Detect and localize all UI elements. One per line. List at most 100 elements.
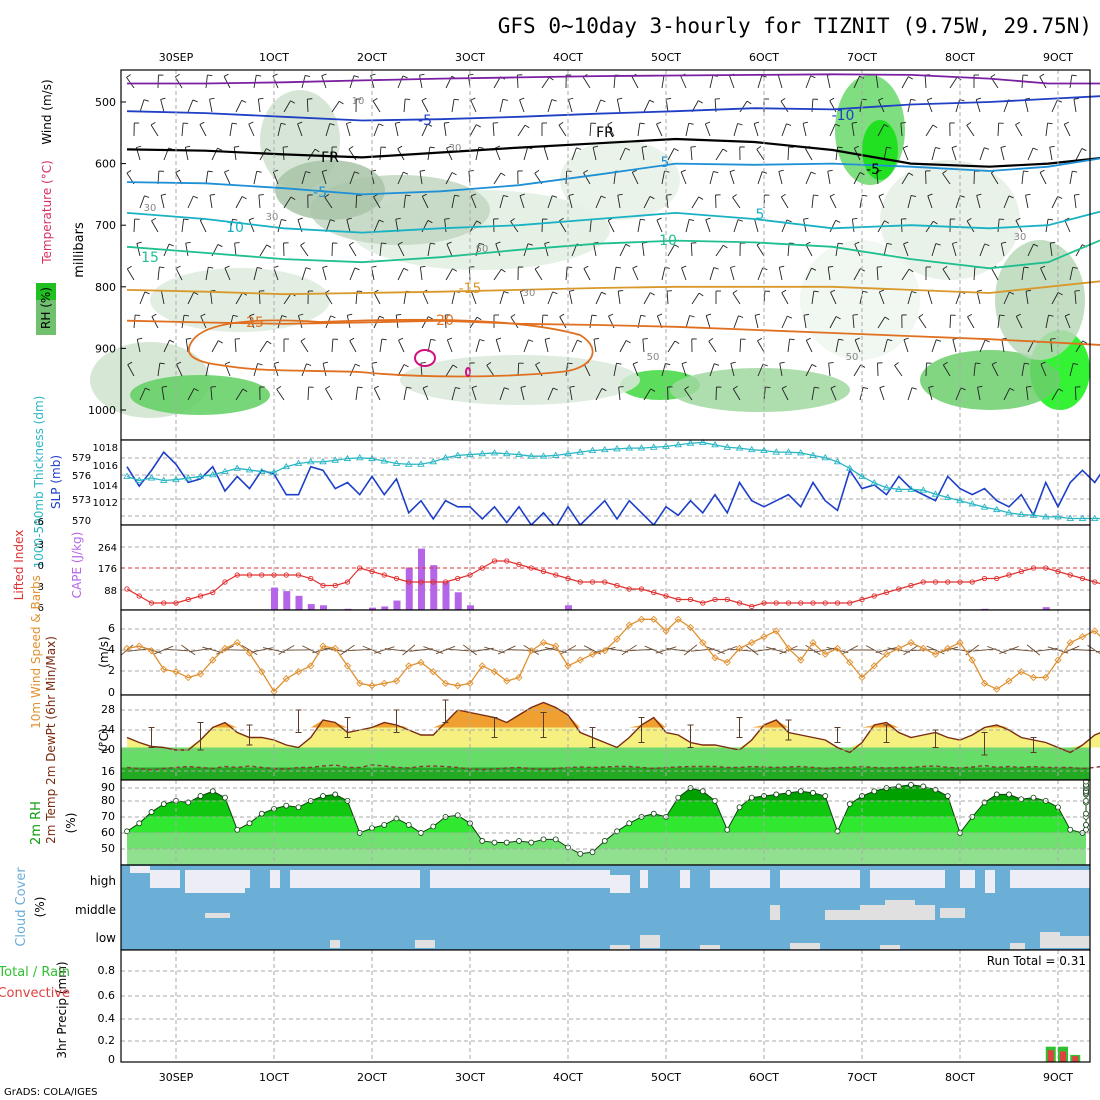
wind-speed-marker	[588, 650, 597, 658]
wind-barb	[127, 364, 135, 377]
rh-marker	[601, 838, 608, 844]
wind-barb	[781, 292, 789, 305]
precip-tick-label: 0.8	[98, 964, 116, 977]
date-tick-label: 2OCT	[357, 51, 387, 64]
wind-barb	[928, 387, 933, 401]
cape-bar	[307, 604, 315, 610]
wind-speed-marker	[919, 644, 927, 653]
wind-barb	[133, 218, 136, 233]
wind-barb-flag	[698, 100, 703, 104]
wind-barb	[637, 219, 641, 233]
low-cloud	[790, 943, 820, 950]
thickness-marker	[613, 445, 621, 452]
thickness-marker	[1078, 514, 1087, 521]
wind-barb-flag	[370, 73, 376, 76]
wind-barb-flag	[674, 340, 680, 345]
wind-barb	[248, 219, 255, 233]
wind-barb	[445, 364, 454, 377]
wind-barb-flag	[625, 340, 631, 344]
li-marker	[945, 579, 951, 585]
wind-barb-flag	[1023, 266, 1029, 269]
cape-bar	[271, 587, 278, 610]
wind-barb-flag	[887, 339, 893, 342]
wind-speed-marker	[1078, 633, 1087, 641]
wind-barb	[966, 220, 975, 233]
rh-marker	[908, 781, 914, 788]
li-marker	[553, 572, 559, 578]
wind-barb-flag	[650, 388, 656, 392]
wind-barb	[499, 291, 505, 305]
thickness-marker	[600, 445, 609, 453]
wind-barb	[507, 649, 531, 651]
wind-barb	[656, 124, 663, 137]
rh-marker	[332, 791, 339, 798]
wind-barb	[1009, 648, 1034, 652]
wind-barb	[419, 171, 423, 185]
isotherm-label: 5	[756, 207, 765, 223]
wind-barb-flag	[689, 315, 695, 318]
wind-barb-flag	[357, 386, 363, 389]
wind-barb	[1045, 123, 1049, 137]
wind-barb-flag	[145, 387, 151, 391]
wind-barb	[661, 267, 666, 281]
li-marker	[1043, 565, 1049, 571]
wind-barb	[607, 124, 615, 137]
rh-marker	[234, 826, 241, 833]
wind-barb-flag	[984, 243, 990, 247]
wind-barb	[181, 123, 184, 137]
wind-speed-marker	[637, 615, 646, 623]
thickness-marker	[502, 449, 511, 457]
wind-barb	[571, 147, 577, 161]
wind-barb	[708, 340, 717, 353]
wind-barb-flag	[430, 242, 436, 245]
thickness-marker	[711, 440, 719, 448]
wind-barb-flag	[446, 241, 452, 245]
wind-barb-flag	[886, 242, 892, 245]
wind-barb-flag	[960, 387, 966, 391]
wind-barb-flag	[762, 171, 768, 174]
wind-barb-flag	[1064, 313, 1070, 317]
wind-barb	[187, 388, 195, 401]
thickness-marker	[257, 467, 266, 475]
wind-barb	[955, 195, 961, 209]
wind-barb	[705, 219, 711, 233]
high-cloud-gap	[985, 870, 995, 893]
wind-barb-flag	[169, 339, 175, 343]
wind-barb	[486, 364, 495, 377]
wind-barb	[312, 646, 334, 654]
rh-label: 30	[144, 203, 157, 214]
precip-tick-label: 0.4	[98, 1012, 116, 1025]
high-cloud-gap	[270, 870, 280, 888]
wind-barb-flag	[297, 217, 303, 221]
wind-barb	[589, 219, 592, 233]
wind-barb-flag	[879, 289, 885, 293]
wind-barb-flag	[371, 361, 377, 364]
wind-barb-flag	[927, 97, 933, 101]
wind-barb	[283, 196, 292, 209]
thickness-tick-label: 573	[72, 495, 91, 506]
wind-barb	[559, 316, 567, 329]
wind-barb	[446, 243, 453, 257]
wind-barb	[955, 387, 962, 401]
wind-barb	[763, 387, 766, 401]
wind-barb	[277, 123, 282, 137]
wind-speed-marker	[1017, 668, 1025, 676]
wind-barb	[253, 267, 258, 281]
rh-shading	[150, 268, 330, 332]
rh-label: 50	[476, 244, 489, 255]
wind-barb	[161, 387, 165, 401]
wind-barb	[1069, 171, 1073, 185]
pressure-tick-label: 500	[95, 96, 116, 109]
wind-barb	[661, 363, 666, 377]
wind-barb	[835, 147, 839, 161]
wind-barb	[1027, 340, 1035, 353]
thickness-marker	[441, 453, 450, 461]
wind-barb	[811, 195, 814, 209]
wind-speed-marker	[846, 658, 854, 667]
wind-barb-flag	[1057, 292, 1063, 296]
wind-barb	[709, 363, 715, 377]
wind-barb	[493, 172, 502, 185]
wind-barb-flag	[854, 145, 859, 149]
wind-barb	[185, 243, 189, 257]
